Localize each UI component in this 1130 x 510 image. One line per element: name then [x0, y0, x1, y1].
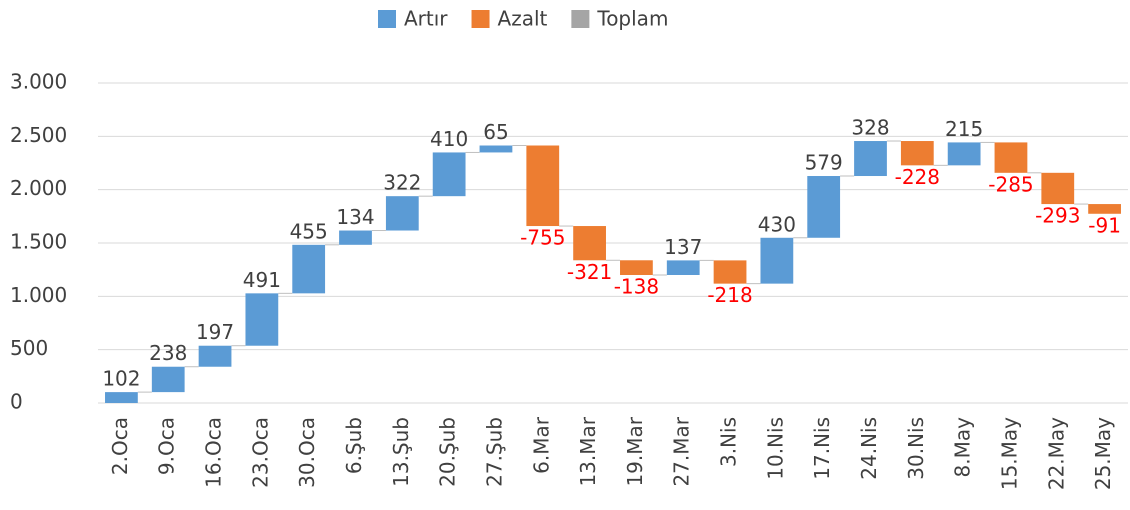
x-tick-label: 13.Mar — [576, 416, 600, 486]
y-tick-label: 500 — [10, 336, 48, 360]
bar — [1088, 204, 1121, 214]
value-label: 579 — [805, 151, 843, 175]
value-label: 322 — [383, 171, 421, 195]
legend-label: Azalt — [498, 7, 548, 31]
y-tick-label: 1.500 — [10, 230, 67, 254]
value-label: 65 — [483, 120, 508, 144]
x-tick-label: 8.May — [951, 417, 975, 478]
bar — [900, 141, 934, 166]
value-label: 197 — [196, 320, 234, 344]
legend-swatch — [571, 10, 590, 28]
bar — [666, 260, 700, 275]
x-tick-label: 3.Nis — [717, 417, 741, 467]
x-tick-label: 24.Nis — [857, 417, 881, 480]
bar — [1041, 172, 1075, 205]
bar — [620, 260, 653, 275]
value-label: 455 — [290, 219, 328, 243]
x-tick-label: 9.Oca — [155, 417, 179, 475]
x-tick-label: 10.Nis — [763, 417, 787, 480]
y-tick-label: 0 — [10, 390, 23, 414]
x-tick-label: 27.Mar — [670, 416, 694, 486]
x-tick-label: 22.May — [1044, 417, 1068, 490]
bar — [151, 366, 185, 393]
bar — [994, 142, 1028, 173]
legend-label: Artır — [404, 7, 448, 31]
bar — [807, 176, 841, 238]
bar — [854, 141, 887, 177]
y-tick-label: 2.000 — [10, 176, 67, 200]
value-label: -285 — [988, 172, 1033, 196]
x-tick-label: 6.Şub — [342, 417, 366, 474]
x-tick-label: 23.Oca — [248, 417, 272, 488]
x-tick-label: 25.May — [1091, 417, 1115, 490]
x-tick-label: 20.Şub — [436, 417, 460, 487]
x-tick-label: 13.Şub — [389, 417, 413, 487]
legend-swatch — [378, 10, 396, 28]
x-tick-label: 2.Oca — [108, 417, 132, 475]
legend-swatch — [471, 10, 490, 28]
value-label: 491 — [243, 268, 281, 292]
bar — [198, 345, 232, 367]
bar — [479, 145, 513, 153]
bar — [432, 152, 466, 197]
bar — [573, 226, 606, 261]
bar — [105, 392, 138, 403]
value-label: 410 — [430, 127, 468, 151]
value-label: 102 — [102, 367, 140, 391]
x-tick-label: 17.Nis — [810, 417, 834, 480]
y-tick-label: 2.500 — [10, 123, 67, 147]
x-tick-label: 15.May — [997, 417, 1021, 490]
bar — [713, 260, 747, 284]
x-tick-label: 30.Oca — [295, 417, 319, 488]
value-label: 134 — [336, 205, 374, 229]
value-label: 328 — [851, 116, 889, 140]
value-label: -228 — [895, 165, 940, 189]
bar — [947, 142, 981, 166]
x-tick-label: 30.Nis — [904, 417, 928, 480]
y-tick-label: 3.000 — [10, 70, 67, 94]
value-label: -218 — [707, 283, 752, 307]
x-tick-label: 27.Şub — [482, 417, 506, 487]
bar — [245, 293, 279, 346]
value-label: 430 — [758, 212, 796, 236]
value-label: 238 — [149, 341, 187, 365]
x-tick-label: 19.Mar — [623, 416, 647, 486]
x-tick-label: 16.Oca — [202, 417, 226, 488]
x-tick-label: 6.Mar — [529, 416, 553, 474]
value-label: -755 — [520, 226, 565, 250]
value-label: -293 — [1035, 204, 1080, 228]
legend-label: Toplam — [596, 7, 668, 31]
y-tick-label: 1.000 — [10, 283, 67, 307]
value-label: -91 — [1088, 213, 1121, 237]
bar — [385, 196, 419, 231]
value-label: -138 — [614, 275, 659, 299]
value-label: -321 — [567, 260, 612, 284]
bar — [526, 145, 560, 227]
value-label: 137 — [664, 235, 702, 259]
bar — [760, 237, 794, 284]
bar — [292, 244, 326, 294]
bar — [339, 230, 372, 245]
value-label: 215 — [945, 117, 983, 141]
